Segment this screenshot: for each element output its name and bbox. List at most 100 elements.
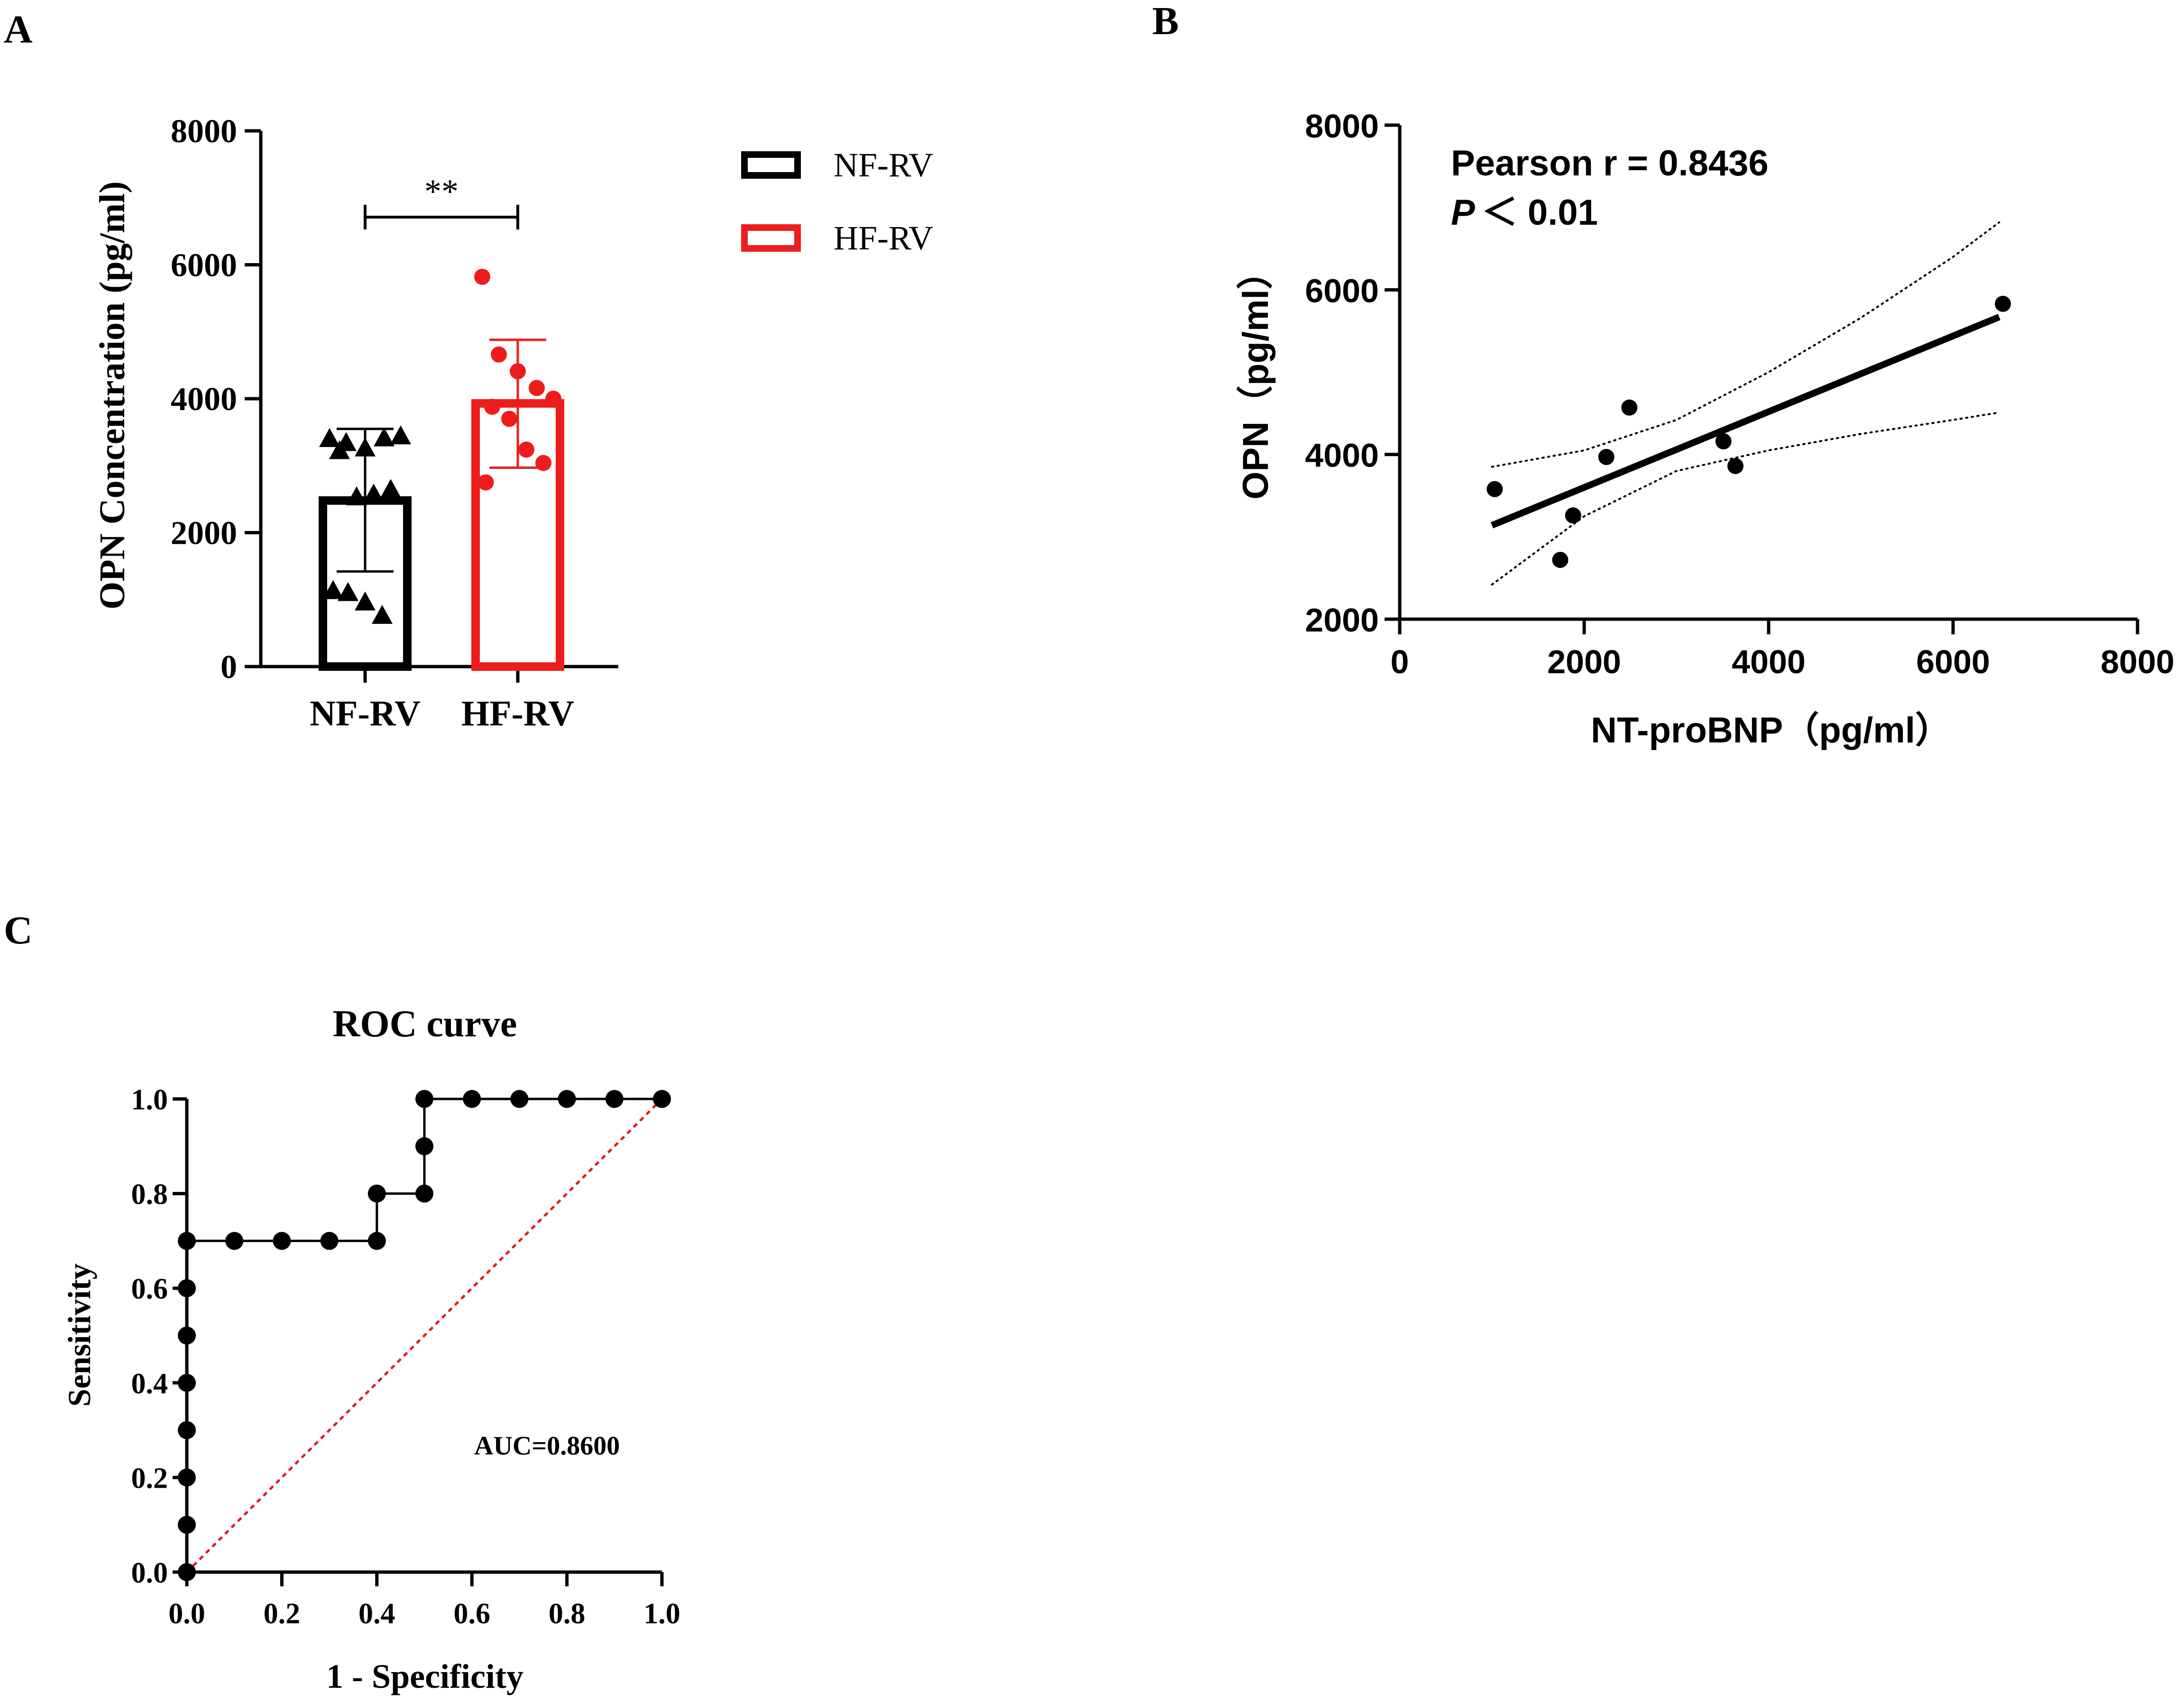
panel-b-scatter-chart: 2000 4000 6000 8000 0 2000 4000 6000 8000 Pears… xyxy=(1236,108,2175,750)
panel-b-points xyxy=(1487,295,2011,568)
panel-b-y-tick-label: 8000 xyxy=(1305,108,1379,145)
panel-a-bar-chart: 0 2000 4000 6000 8000 NF-RV HF-RV ** OPN Conc… xyxy=(92,113,933,733)
panel-a-ylabel: OPN Concentration (pg/ml) xyxy=(92,181,132,609)
roc-point xyxy=(367,1184,386,1203)
panel-b-pearson-annotation: Pearson r = 0.8436 xyxy=(1451,143,1769,183)
panel-c-title: ROC curve xyxy=(333,1003,517,1045)
panel-b-p-annotation: P ＜ 0.01 xyxy=(1451,192,1598,233)
panel-c-xlabel: 1 - Specificity xyxy=(326,1657,523,1695)
scatter-point xyxy=(1565,507,1581,524)
panel-label-b: B xyxy=(1152,0,1179,43)
panel-label-a: A xyxy=(4,8,33,52)
panel-b-x-tick-label: 0 xyxy=(1391,643,1409,680)
data-point-nf-rv xyxy=(355,437,376,457)
roc-point xyxy=(367,1232,386,1250)
panel-c-y-tick-label: 0.6 xyxy=(131,1273,168,1305)
panel-b-y-tick-label: 6000 xyxy=(1305,272,1379,309)
data-point-nf-rv xyxy=(363,484,384,503)
panel-b-fit-line xyxy=(1490,314,2000,529)
scatter-point xyxy=(1621,399,1638,416)
panel-a-y-tick-label: 8000 xyxy=(171,113,237,150)
panel-c-y-tick-label: 1.0 xyxy=(131,1084,168,1116)
data-point-nf-rv xyxy=(374,427,395,447)
panel-a-x-tick-label: HF-RV xyxy=(461,694,574,733)
panel-a-y-tick-label: 0 xyxy=(220,649,237,686)
panel-b-confidence-band xyxy=(1491,221,2000,586)
p-value: ＜ 0.01 xyxy=(1482,192,1598,233)
roc-point xyxy=(415,1184,433,1203)
panel-c-y-tick-label: 0.8 xyxy=(131,1179,168,1211)
scatter-point xyxy=(1487,481,1503,497)
panel-c-y-tick-label: 0.2 xyxy=(131,1462,168,1494)
roc-point xyxy=(463,1090,481,1108)
roc-point xyxy=(225,1232,244,1250)
panel-a-y-tick-label: 2000 xyxy=(171,515,237,552)
data-point-nf-rv xyxy=(355,591,376,611)
legend-swatch-nf-rv xyxy=(741,151,801,179)
panel-b-y-axis: 2000 4000 6000 8000 xyxy=(1305,108,1402,639)
ci-lower-line xyxy=(1491,412,2000,586)
data-point-hf-rv xyxy=(510,363,526,380)
panel-c-auc-label: AUC=0.8600 xyxy=(474,1431,620,1461)
data-point-hf-rv xyxy=(535,455,551,471)
panel-a-x-axis: NF-RV HF-RV xyxy=(261,665,618,733)
data-point-nf-rv xyxy=(390,425,411,445)
panel-b-xlabel: NT-proBNP（pg/ml） xyxy=(1591,710,1951,750)
panel-a-y-tick-label: 6000 xyxy=(171,247,237,284)
panel-c-x-tick-label: 0.8 xyxy=(549,1598,586,1630)
data-point-nf-rv xyxy=(346,486,367,505)
panel-c-y-tick-label: 0.0 xyxy=(131,1557,168,1589)
panel-b-x-tick-label: 2000 xyxy=(1547,643,1621,680)
significance-stars: ** xyxy=(424,173,459,210)
scatter-point xyxy=(1715,433,1732,449)
data-point-hf-rv xyxy=(477,474,494,491)
panel-c-y-tick-label: 0.4 xyxy=(131,1368,168,1400)
panel-c-x-tick-label: 0.4 xyxy=(358,1598,395,1630)
panel-b-x-tick-label: 8000 xyxy=(2101,643,2175,680)
panel-c-x-axis: 0.0 0.2 0.4 0.6 0.8 1.0 xyxy=(168,1570,680,1630)
panel-c-x-tick-label: 1.0 xyxy=(643,1598,680,1630)
panel-c-ylabel: Sensitivity xyxy=(61,1263,97,1407)
data-point-nf-rv xyxy=(329,440,350,459)
legend-label-nf-rv: NF-RV xyxy=(834,146,933,184)
roc-point xyxy=(653,1090,671,1108)
scatter-point xyxy=(1995,295,2011,312)
panel-b-y-tick-label: 4000 xyxy=(1305,437,1379,474)
panel-b-y-tick-label: 2000 xyxy=(1305,602,1379,639)
panel-c-roc-chart: ROC curve 0.00.20.40.60.81.0 0.0 0.2 0.4 0.… xyxy=(61,1003,680,1695)
data-point-hf-rv xyxy=(484,398,500,415)
data-point-hf-rv xyxy=(518,441,534,458)
panel-a-legend: NF-RV HF-RV xyxy=(741,146,933,257)
panel-a-y-axis: 0 2000 4000 6000 8000 xyxy=(171,113,263,686)
data-point-nf-rv xyxy=(319,428,340,447)
data-point-nf-rv xyxy=(322,580,344,599)
scatter-point xyxy=(1727,458,1744,474)
roc-point xyxy=(415,1137,433,1155)
data-point-nf-rv xyxy=(372,604,393,624)
panel-a-y-tick-label: 4000 xyxy=(171,381,237,418)
regression-line xyxy=(1490,314,2000,529)
panel-c-reference-line xyxy=(186,1098,663,1573)
roc-point xyxy=(320,1232,339,1250)
scatter-point xyxy=(1598,448,1615,465)
data-point-hf-rv xyxy=(474,268,490,285)
panel-a-significance: ** xyxy=(364,173,519,229)
panel-a-points xyxy=(319,268,561,624)
roc-point xyxy=(558,1090,576,1108)
panel-b-ylabel: OPN（pg/ml） xyxy=(1236,253,1276,499)
panel-c-y-axis: 0.0 0.2 0.4 0.6 0.8 1.0 xyxy=(131,1084,189,1589)
roc-point xyxy=(510,1090,529,1108)
roc-point xyxy=(415,1090,433,1108)
roc-point xyxy=(273,1232,291,1250)
panel-c-x-tick-label: 0.2 xyxy=(264,1598,301,1630)
scatter-point xyxy=(1552,551,1569,568)
data-point-hf-rv xyxy=(491,346,507,363)
data-point-hf-rv xyxy=(529,380,545,396)
panel-c-x-tick-label: 0.0 xyxy=(168,1598,205,1630)
panel-label-c: C xyxy=(4,908,33,952)
legend-swatch-hf-rv xyxy=(741,224,801,252)
ci-upper-line xyxy=(1491,221,2000,468)
p-letter: P xyxy=(1451,192,1475,233)
data-point-nf-rv xyxy=(380,479,401,498)
